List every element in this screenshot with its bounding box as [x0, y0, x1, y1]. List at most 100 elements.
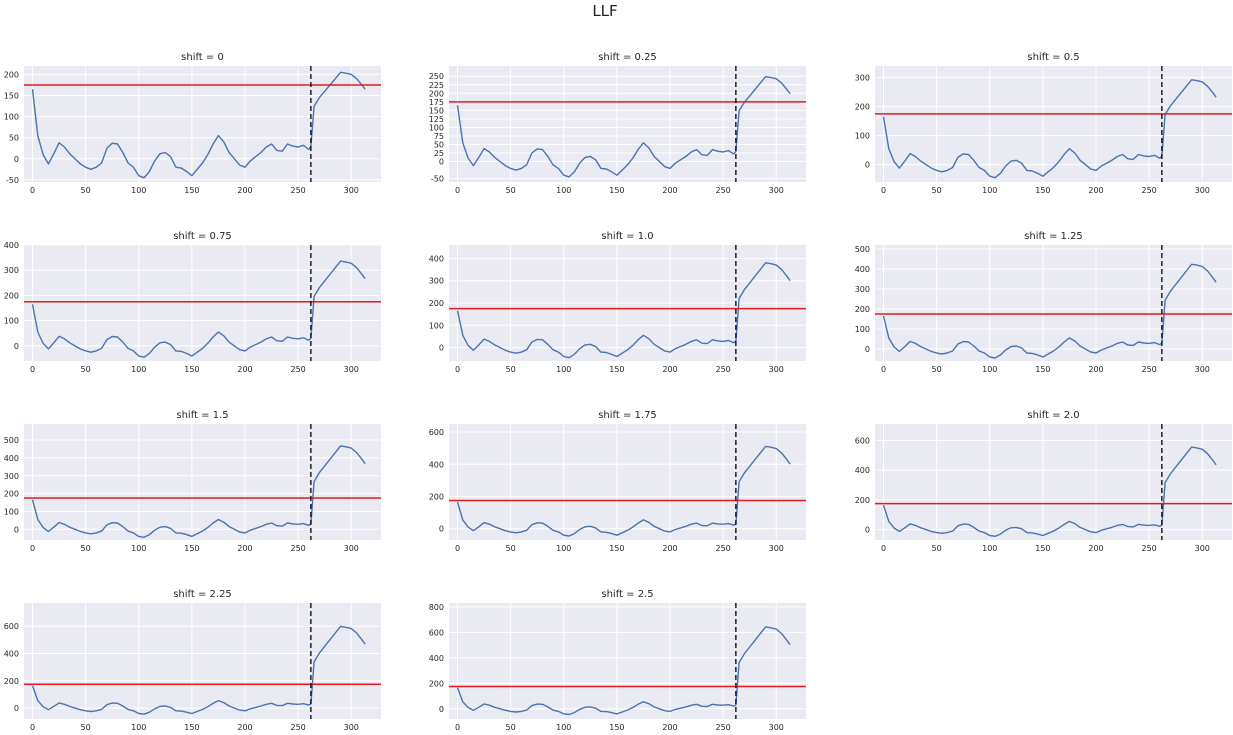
x-tick-label: 300 [1195, 544, 1210, 553]
y-tick-label: 300 [4, 472, 19, 481]
series-line [882, 446, 1217, 537]
series-line [456, 262, 791, 359]
plot-area [24, 245, 381, 361]
y-tick-label: 300 [429, 277, 444, 286]
y-tick-label: 200 [4, 677, 19, 686]
y-tick-label: 175 [429, 98, 444, 107]
chart-panel: shift = 2.25 0 50 100 150 200 250 300 0 200 400 600 [4, 589, 381, 732]
x-tick-label: 0 [881, 186, 886, 195]
x-tick-label: 150 [1035, 186, 1050, 195]
y-tick-label: 0 [14, 155, 19, 164]
x-tick-label: 300 [344, 186, 359, 195]
x-tick-label: 50 [932, 544, 942, 553]
chart-svg: 0 50 100 150 200 250 300 0 200 400 600 800 [429, 603, 806, 732]
x-tick-label: 50 [81, 544, 91, 553]
chart-title: shift = 2.0 [1027, 410, 1080, 421]
y-tick-label: 0 [14, 525, 19, 534]
y-tick-label: 200 [429, 493, 444, 502]
x-tick-label: 0 [455, 365, 460, 374]
chart-svg: 0 50 100 150 200 250 300 0 200 400 600 [4, 603, 381, 732]
x-tick-label: 200 [237, 723, 252, 732]
x-tick-label: 300 [769, 186, 784, 195]
y-tick-label: 150 [429, 106, 444, 115]
chart-title: shift = 2.5 [601, 589, 654, 600]
x-tick-label: 200 [1088, 186, 1103, 195]
y-tick-label: 800 [429, 603, 444, 612]
chart-svg: 0 50 100 150 200 250 300 -50 0 50 100 150 200 [4, 66, 381, 195]
plot-area [24, 66, 381, 182]
y-tick-label: 100 [4, 507, 19, 516]
plot-area [24, 603, 381, 719]
x-tick-label: 50 [81, 365, 91, 374]
x-tick-label: 0 [30, 365, 35, 374]
x-tick-label: 200 [1088, 365, 1103, 374]
x-tick-label: 250 [290, 186, 305, 195]
plot-area [875, 245, 1232, 361]
x-tick-label: 300 [344, 365, 359, 374]
y-tick-label: 75 [434, 132, 444, 141]
x-tick-label: 250 [715, 186, 730, 195]
y-tick-label: 50 [434, 140, 444, 149]
y-tick-label: 200 [855, 305, 870, 314]
series-line [456, 445, 791, 537]
y-tick-label: 300 [855, 285, 870, 294]
x-tick-label: 100 [982, 186, 997, 195]
x-tick-label: 250 [1141, 365, 1156, 374]
chart-title: shift = 0 [181, 52, 224, 63]
chart-panel: shift = 0 0 50 100 150 200 250 300 -50 0 50 100 150 2… [4, 52, 381, 195]
x-tick-label: 100 [556, 723, 571, 732]
x-tick-label: 50 [81, 186, 91, 195]
chart-svg: 0 50 100 150 200 250 300-500255075100125150175… [429, 66, 806, 195]
y-tick-label: 0 [865, 345, 870, 354]
x-tick-label: 200 [662, 544, 677, 553]
x-tick-label: 300 [769, 723, 784, 732]
y-tick-label: 400 [855, 265, 870, 274]
y-tick-label: 225 [429, 81, 444, 90]
y-tick-label: 0 [439, 525, 444, 534]
x-tick-label: 0 [881, 365, 886, 374]
chart-panel: shift = 0.5 0 50 100 150 200 250 300 0 100 200 300 [855, 52, 1232, 195]
x-tick-label: 0 [30, 723, 35, 732]
y-tick-label: 250 [429, 72, 444, 81]
y-tick-label: 200 [429, 299, 444, 308]
x-tick-label: 200 [237, 186, 252, 195]
x-tick-label: 50 [81, 723, 91, 732]
y-tick-label: 100 [429, 321, 444, 330]
chart-title: shift = 1.25 [1024, 231, 1083, 242]
y-tick-label: 0 [865, 526, 870, 535]
x-tick-label: 150 [184, 186, 199, 195]
x-tick-label: 100 [556, 186, 571, 195]
x-tick-label: 50 [506, 186, 516, 195]
x-tick-label: 150 [609, 365, 624, 374]
y-tick-label: 400 [4, 241, 19, 250]
series-line [31, 445, 366, 538]
x-tick-label: 0 [30, 544, 35, 553]
x-tick-label: 0 [881, 544, 886, 553]
chart-panel: shift = 0.25 0 50 100 150 200 250 300 -50 0 25 50 75… [429, 52, 806, 195]
x-tick-label: 100 [131, 365, 146, 374]
x-tick-label: 200 [662, 365, 677, 374]
series-line [31, 71, 366, 179]
y-tick-label: 125 [429, 115, 444, 124]
x-tick-label: 300 [1195, 186, 1210, 195]
y-tick-label: 200 [429, 679, 444, 688]
chart-svg: 0 50 100 150 200 250 300 0 100 200 300 400 500 [855, 245, 1232, 374]
chart-panel: shift = 1.5 0 50 100 150 200 250 300 0 100 200 300 4… [4, 410, 381, 553]
chart-panel: shift = 1.0 0 50 100 150 200 250 300 0 100 200 300 4… [429, 231, 806, 374]
y-tick-label: 200 [855, 103, 870, 112]
series-line [31, 260, 366, 358]
y-tick-label: 600 [4, 622, 19, 631]
plot-area [449, 424, 806, 540]
chart-title: shift = 0.25 [598, 52, 657, 63]
x-tick-label: 250 [715, 544, 730, 553]
x-tick-label: 150 [1035, 365, 1050, 374]
y-tick-label: 150 [4, 92, 19, 101]
x-tick-label: 100 [556, 544, 571, 553]
y-tick-label: 500 [4, 436, 19, 445]
chart-title: shift = 1.75 [598, 410, 657, 421]
series-line [882, 79, 1217, 179]
x-tick-label: 300 [344, 544, 359, 553]
x-tick-label: 100 [131, 723, 146, 732]
x-tick-label: 0 [30, 186, 35, 195]
